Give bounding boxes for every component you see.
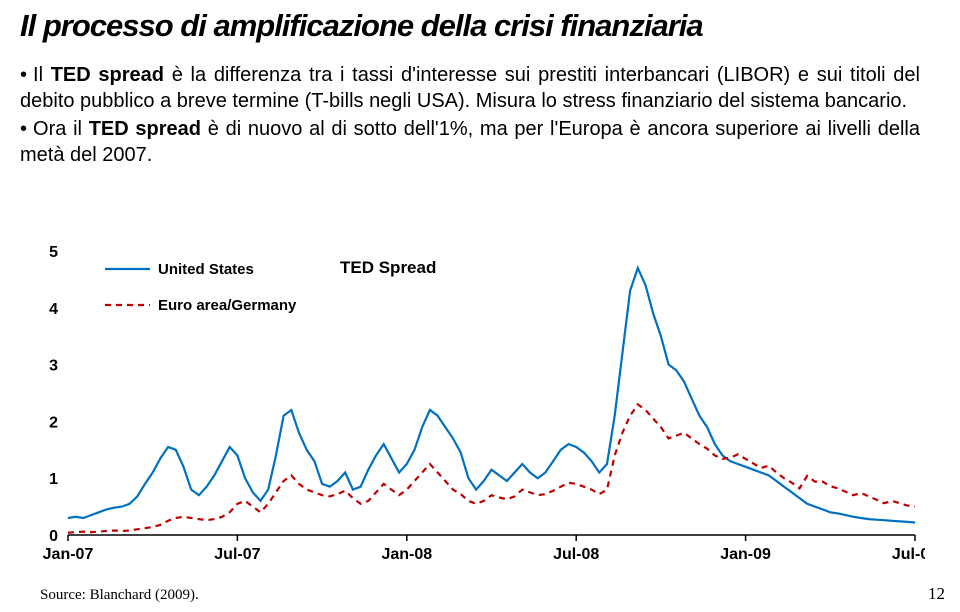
bullet-2-strong: TED spread: [89, 118, 201, 140]
slide-title: Il processo di amplificazione della cris…: [20, 8, 703, 44]
bullet-list: •Il TED spread è la differenza tra i tas…: [20, 62, 920, 170]
bullet-1: •Il TED spread è la differenza tra i tas…: [20, 62, 920, 114]
bullet-2: •Ora il TED spread è di nuovo al di sott…: [20, 116, 920, 168]
source-text: Source: Blanchard (2009).: [40, 587, 199, 604]
bullet-dot: •: [20, 64, 27, 86]
svg-text:4: 4: [49, 301, 58, 318]
bullet-dot: •: [20, 118, 27, 140]
svg-text:Euro area/Germany: Euro area/Germany: [158, 297, 297, 314]
svg-text:5: 5: [49, 245, 58, 261]
ted-spread-chart: 0 1 2 3 4 5 Jan-07 Jul-07 Jan-08 Jul-08 Jan-09 Jul-…: [30, 245, 925, 565]
svg-text:Jan-08: Jan-08: [381, 546, 432, 563]
svg-text:1: 1: [49, 471, 58, 488]
svg-text:Jan-09: Jan-09: [720, 546, 771, 563]
bullet-2-pre: Ora il: [33, 118, 89, 140]
svg-text:3: 3: [49, 358, 58, 375]
svg-text:TED Spread: TED Spread: [340, 258, 436, 277]
svg-text:Jul-09: Jul-09: [892, 546, 925, 563]
page-number: 12: [928, 584, 945, 604]
svg-text:Jan-07: Jan-07: [43, 546, 94, 563]
svg-text:Jul-07: Jul-07: [214, 546, 260, 563]
svg-text:United States: United States: [158, 261, 254, 278]
bullet-1-strong: TED spread: [51, 64, 164, 86]
svg-text:0: 0: [49, 528, 58, 545]
svg-text:Jul-08: Jul-08: [553, 546, 599, 563]
bullet-1-pre: Il: [33, 64, 51, 86]
svg-text:2: 2: [49, 414, 58, 431]
